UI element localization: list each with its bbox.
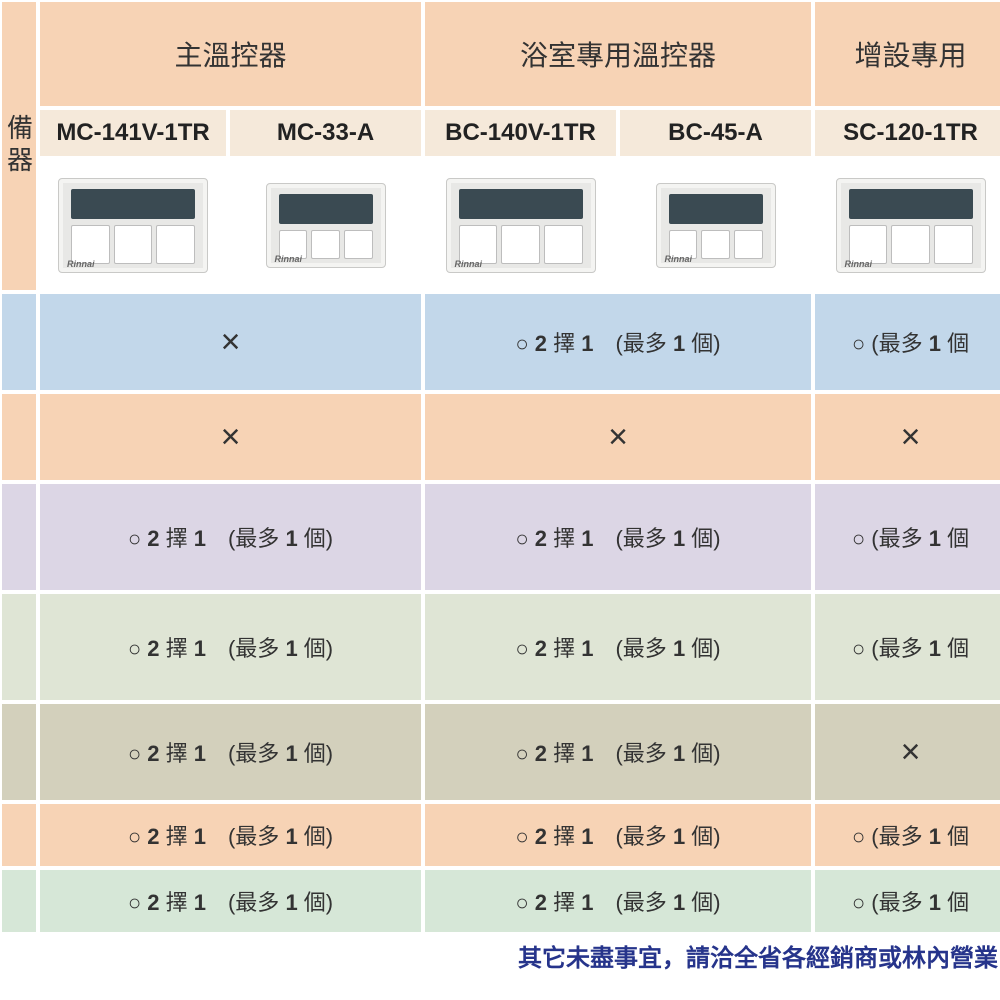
model-label: BC-45-A — [618, 108, 813, 158]
cell-x: × — [38, 392, 423, 482]
cell-x: × — [423, 392, 813, 482]
row-stub — [0, 292, 38, 392]
side-label: 備器 — [0, 0, 38, 292]
row-stub — [0, 868, 38, 934]
cell-x: × — [813, 702, 1000, 802]
cell-value: ○ 2 擇 1 (最多 1 個) — [38, 482, 423, 592]
cell-value: ○ 2 擇 1 (最多 1 個) — [423, 292, 813, 392]
model-label: SC-120-1TR — [813, 108, 1000, 158]
model-label: MC-141V-1TR — [38, 108, 228, 158]
row-stub — [0, 592, 38, 702]
group-header-ext: 增設專用 — [813, 0, 1000, 108]
product-image: Rinnai — [813, 158, 1000, 292]
product-image: Rinnai — [228, 158, 423, 292]
group-header-main: 主溫控器 — [38, 0, 423, 108]
row-stub — [0, 392, 38, 482]
cell-value: ○ 2 擇 1 (最多 1 個) — [38, 802, 423, 868]
cell-value: ○ 2 擇 1 (最多 1 個) — [38, 592, 423, 702]
footer-note: 其它未盡事宜，請洽全省各經銷商或林內營業 — [518, 938, 1000, 973]
row-stub — [0, 802, 38, 868]
cell-value: ○ 2 擇 1 (最多 1 個) — [38, 868, 423, 934]
row-stub — [0, 702, 38, 802]
cell-value: ○ 2 擇 1 (最多 1 個) — [423, 868, 813, 934]
cell-value: ○ 2 擇 1 (最多 1 個) — [38, 702, 423, 802]
cell-value: ○ (最多 1 個 — [813, 868, 1000, 934]
product-image: Rinnai — [423, 158, 618, 292]
row-stub — [0, 482, 38, 592]
cell-value: ○ (最多 1 個 — [813, 482, 1000, 592]
cell-value: ○ 2 擇 1 (最多 1 個) — [423, 802, 813, 868]
cell-x: × — [38, 292, 423, 392]
cell-value: ○ 2 擇 1 (最多 1 個) — [423, 482, 813, 592]
cell-value: ○ (最多 1 個 — [813, 292, 1000, 392]
cell-x: × — [813, 392, 1000, 482]
product-image: Rinnai — [38, 158, 228, 292]
cell-value: ○ 2 擇 1 (最多 1 個) — [423, 592, 813, 702]
cell-value: ○ (最多 1 個 — [813, 592, 1000, 702]
cell-value: ○ 2 擇 1 (最多 1 個) — [423, 702, 813, 802]
group-header-bath: 浴室專用溫控器 — [423, 0, 813, 108]
cell-value: ○ (最多 1 個 — [813, 802, 1000, 868]
model-label: BC-140V-1TR — [423, 108, 618, 158]
product-image: Rinnai — [618, 158, 813, 292]
model-label: MC-33-A — [228, 108, 423, 158]
